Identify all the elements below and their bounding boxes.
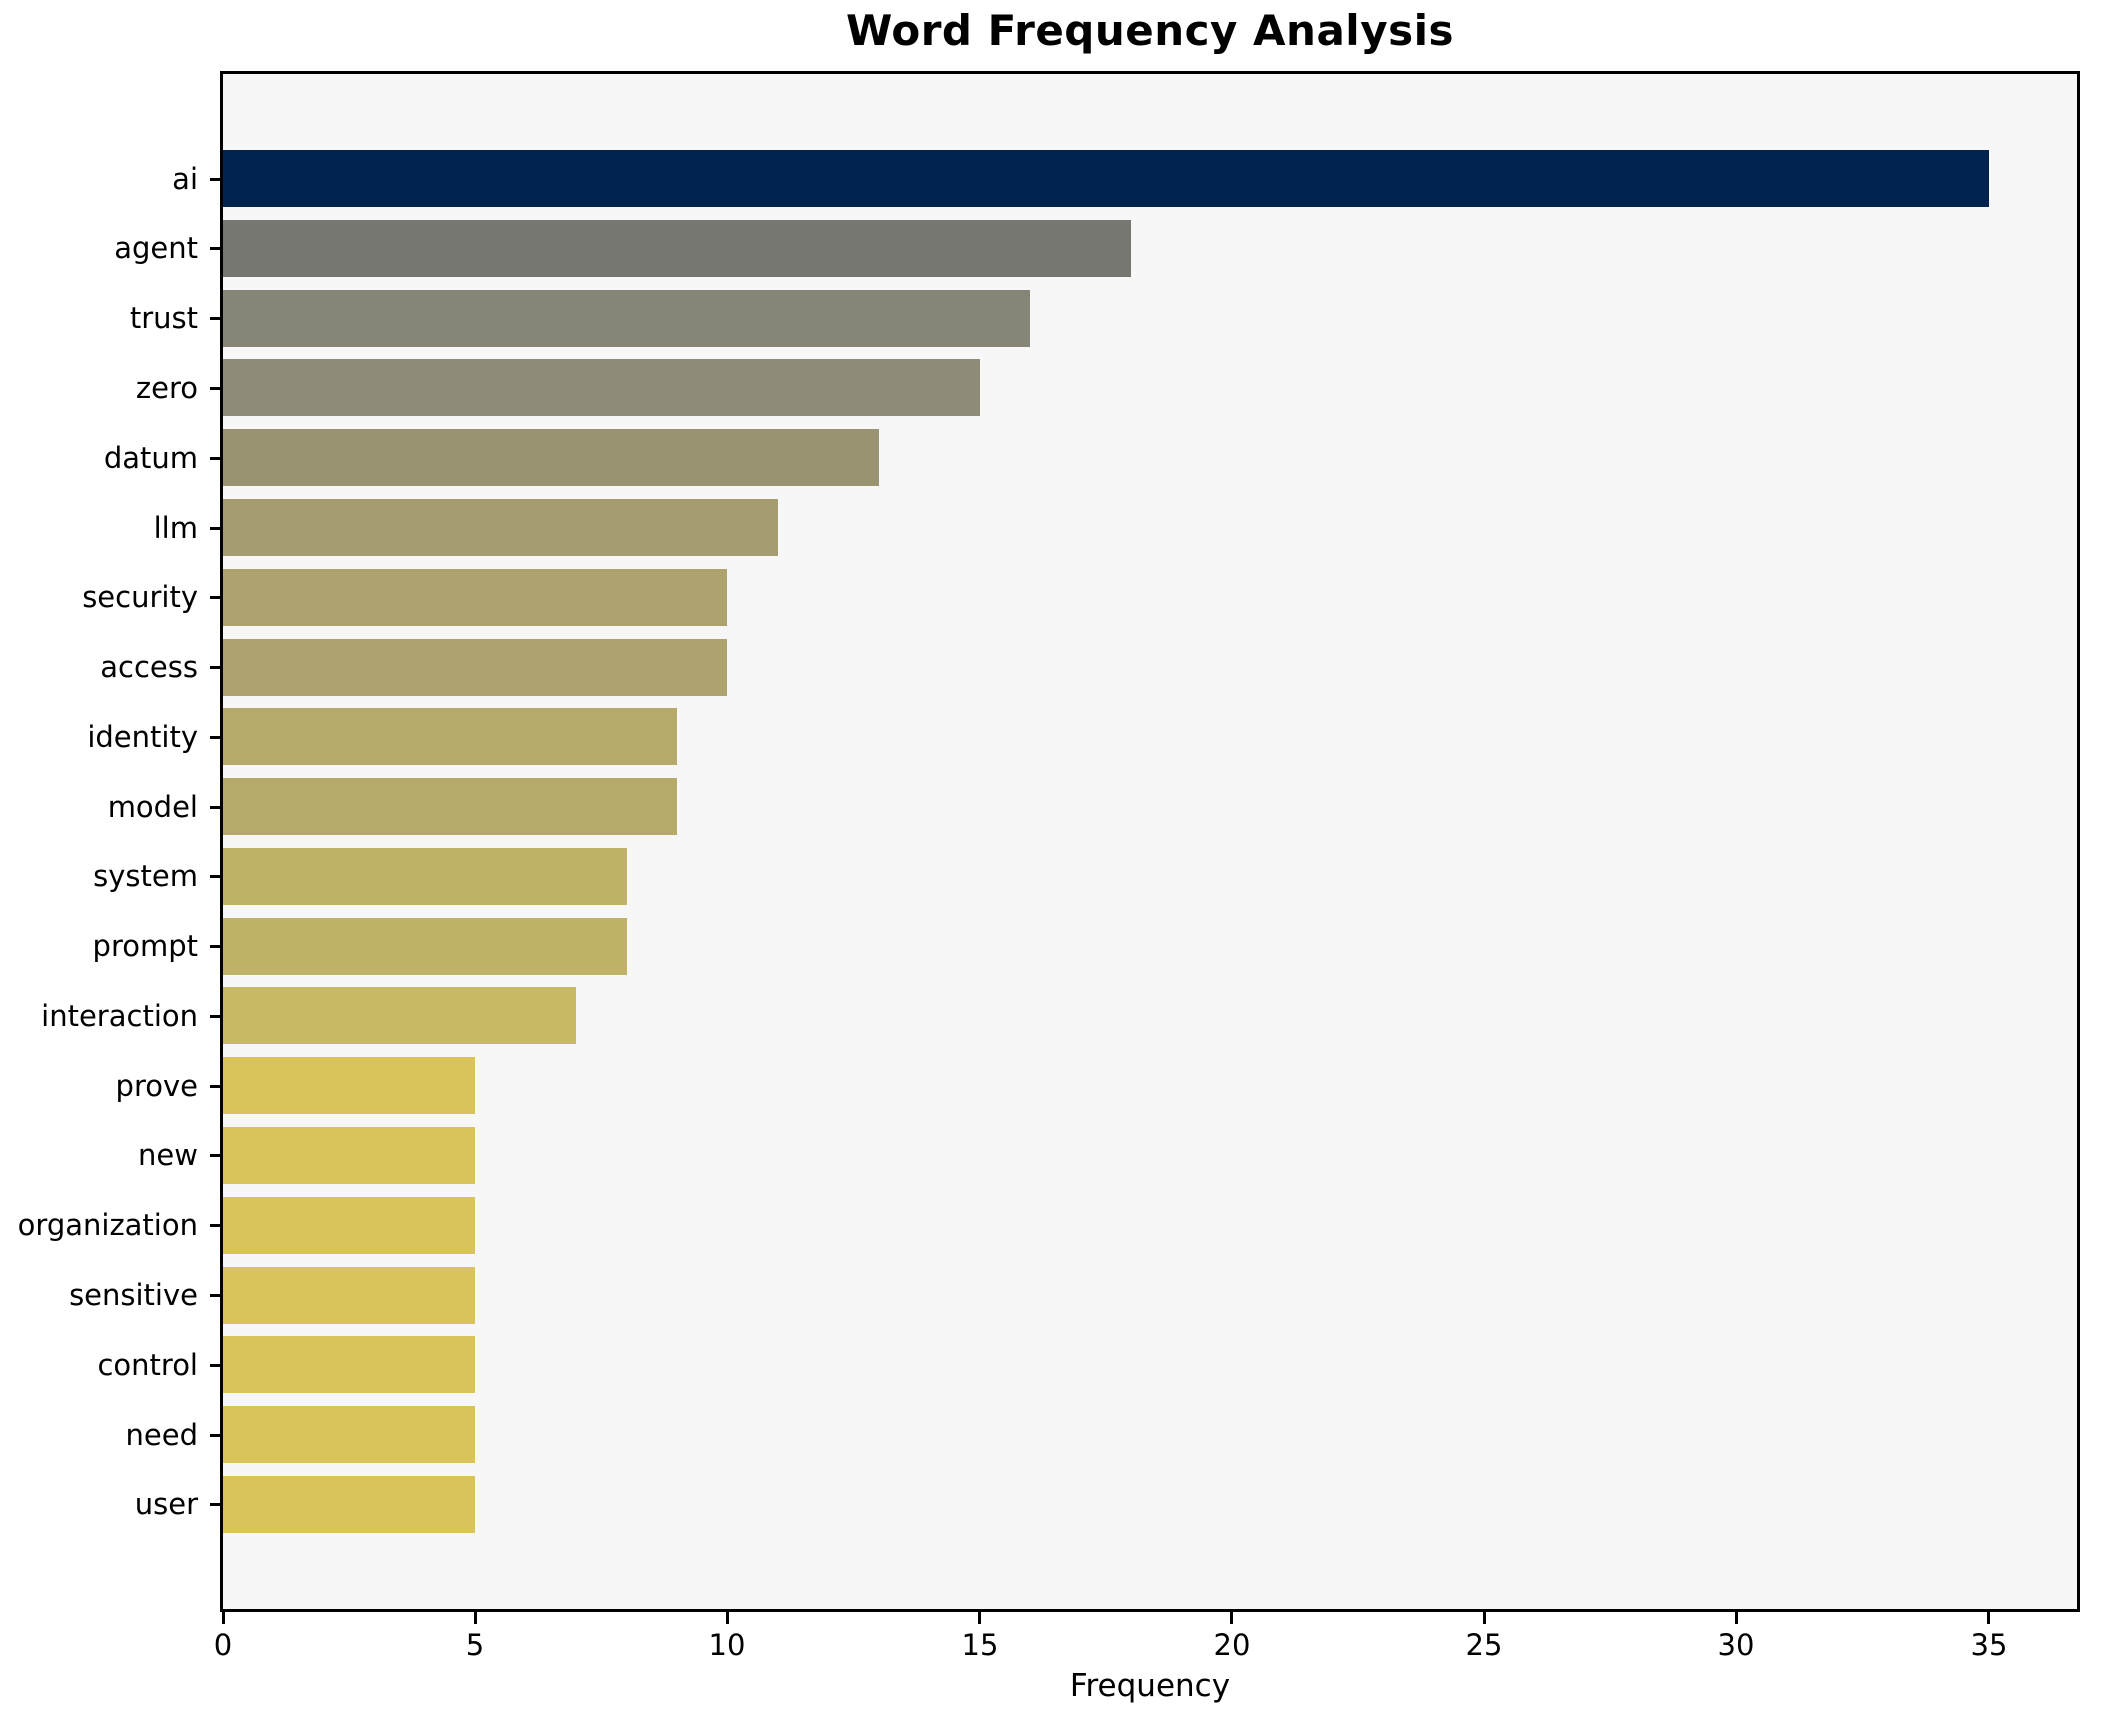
- x-tick-label-15: 15: [961, 1628, 999, 1662]
- y-tick-label-organization: organization: [17, 1208, 198, 1242]
- x-tick-label-5: 5: [465, 1628, 485, 1662]
- x-tick-25: [1483, 1612, 1486, 1624]
- y-tick-interaction: [210, 1015, 220, 1018]
- y-tick-control: [210, 1364, 220, 1367]
- x-tick-10: [726, 1612, 729, 1624]
- bar-organization: [223, 1197, 475, 1254]
- y-tick-trust: [210, 317, 220, 320]
- plot-area: [220, 71, 2080, 1612]
- bar-security: [223, 569, 727, 626]
- bar-datum: [223, 429, 879, 486]
- x-tick-20: [1230, 1612, 1233, 1624]
- bar-model: [223, 778, 677, 835]
- y-tick-new: [210, 1154, 220, 1157]
- y-tick-label-prove: prove: [115, 1069, 198, 1103]
- bar-new: [223, 1127, 475, 1184]
- x-tick-30: [1735, 1612, 1738, 1624]
- y-tick-user: [210, 1503, 220, 1506]
- x-tick-15: [978, 1612, 981, 1624]
- y-tick-security: [210, 596, 220, 599]
- y-tick-label-llm: llm: [153, 511, 198, 545]
- y-tick-label-zero: zero: [135, 371, 198, 405]
- bar-access: [223, 639, 727, 696]
- y-tick-label-ai: ai: [172, 162, 198, 196]
- y-tick-prove: [210, 1085, 220, 1088]
- y-tick-label-need: need: [125, 1418, 198, 1452]
- y-tick-label-trust: trust: [129, 301, 198, 335]
- bar-agent: [223, 220, 1131, 277]
- y-tick-label-user: user: [134, 1487, 198, 1521]
- y-tick-ai: [210, 178, 220, 181]
- x-tick-35: [1987, 1612, 1990, 1624]
- bar-prompt: [223, 918, 627, 975]
- bar-prove: [223, 1057, 475, 1114]
- x-tick-label-30: 30: [1717, 1628, 1755, 1662]
- y-tick-access: [210, 666, 220, 669]
- bar-identity: [223, 708, 677, 765]
- x-tick-label-10: 10: [708, 1628, 746, 1662]
- x-tick-label-35: 35: [1970, 1628, 2008, 1662]
- y-tick-agent: [210, 247, 220, 250]
- y-tick-prompt: [210, 945, 220, 948]
- y-tick-label-sensitive: sensitive: [69, 1278, 198, 1312]
- y-tick-model: [210, 806, 220, 809]
- y-tick-need: [210, 1434, 220, 1437]
- x-tick-label-25: 25: [1465, 1628, 1503, 1662]
- x-tick-5: [474, 1612, 477, 1624]
- y-tick-label-interaction: interaction: [41, 999, 198, 1033]
- y-tick-label-security: security: [82, 580, 198, 614]
- chart-title: Word Frequency Analysis: [846, 6, 1454, 55]
- bar-control: [223, 1336, 475, 1393]
- bar-system: [223, 848, 627, 905]
- y-tick-sensitive: [210, 1294, 220, 1297]
- bar-zero: [223, 359, 980, 416]
- x-tick-label-0: 0: [213, 1628, 233, 1662]
- y-tick-llm: [210, 527, 220, 530]
- y-tick-label-prompt: prompt: [92, 929, 198, 963]
- y-tick-label-system: system: [93, 859, 198, 893]
- bar-sensitive: [223, 1267, 475, 1324]
- y-tick-organization: [210, 1224, 220, 1227]
- y-tick-label-identity: identity: [87, 720, 198, 754]
- bar-user: [223, 1476, 475, 1533]
- y-tick-label-agent: agent: [114, 231, 198, 265]
- y-tick-identity: [210, 736, 220, 739]
- x-tick-0: [222, 1612, 225, 1624]
- y-tick-label-new: new: [138, 1138, 198, 1172]
- bar-need: [223, 1406, 475, 1463]
- bar-interaction: [223, 987, 576, 1044]
- y-tick-datum: [210, 457, 220, 460]
- y-tick-label-datum: datum: [103, 441, 198, 475]
- y-tick-zero: [210, 387, 220, 390]
- y-tick-system: [210, 875, 220, 878]
- bar-trust: [223, 290, 1030, 347]
- bar-ai: [223, 150, 1989, 207]
- bar-llm: [223, 499, 778, 556]
- x-tick-label-20: 20: [1213, 1628, 1251, 1662]
- y-tick-label-model: model: [107, 790, 198, 824]
- y-tick-label-control: control: [97, 1348, 198, 1382]
- x-axis-label: Frequency: [1069, 1668, 1231, 1704]
- y-tick-label-access: access: [100, 650, 198, 684]
